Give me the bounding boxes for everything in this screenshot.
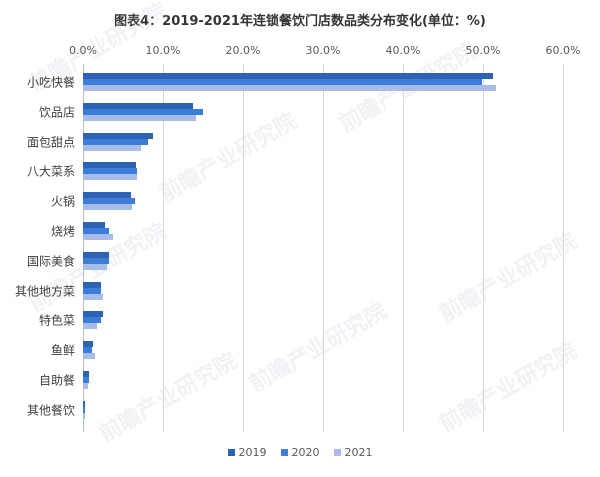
- bar-2021: [83, 174, 138, 181]
- category-label: 小吃快餐: [26, 75, 75, 90]
- gridline: [83, 64, 84, 432]
- bar-2019: [83, 73, 494, 79]
- legend-swatch: [333, 449, 341, 456]
- watermark: 前瞻产业研究院: [95, 348, 242, 448]
- x-tick-label: 10.0%: [145, 44, 181, 57]
- gridline: [163, 64, 164, 432]
- chart-legend: 2019 2020 2021: [0, 446, 600, 459]
- category-label: 自助餐: [38, 373, 75, 388]
- bar-2020: [83, 257, 110, 264]
- category-label: 烧烤: [50, 224, 75, 239]
- gridline: [483, 64, 484, 432]
- bar-2020: [83, 228, 109, 234]
- bar-2021: [83, 353, 95, 360]
- bar-2021: [83, 204, 132, 211]
- bar-2021: [83, 412, 86, 419]
- bar-2020: [83, 347, 92, 354]
- category-label: 其他地方菜: [14, 284, 75, 299]
- category-label: 饮品店: [38, 105, 75, 120]
- legend-label: 2020: [291, 446, 320, 459]
- bar-2019: [83, 102, 194, 109]
- bar-2020: [83, 168, 137, 175]
- bar-2020: [83, 79, 483, 85]
- bar-2021: [83, 263, 107, 270]
- category-label: 国际美食: [26, 254, 75, 269]
- legend-item-2019: 2019: [227, 446, 267, 459]
- bar-2020: [83, 287, 102, 294]
- legend-swatch: [227, 449, 235, 456]
- bar-2019: [83, 222, 105, 228]
- watermark: 前瞻产业研究院: [435, 228, 582, 328]
- watermark: 前瞻产业研究院: [245, 298, 392, 398]
- x-tick-label: 0.0%: [69, 44, 97, 57]
- gridline: [563, 64, 564, 432]
- chart-title: 图表4：2019-2021年连锁餐饮门店数品类分布变化(单位：%): [114, 14, 486, 29]
- bar-2019: [83, 192, 131, 199]
- bar-2019: [83, 341, 94, 348]
- legend-label: 2019: [238, 446, 267, 459]
- bar-2020: [83, 317, 102, 324]
- bar-2020: [83, 377, 90, 383]
- category-label: 特色菜: [38, 313, 75, 328]
- bar-2021: [83, 114, 196, 121]
- bar-2021: [83, 144, 141, 151]
- bar-2019: [83, 251, 110, 258]
- bar-2020: [83, 138, 148, 145]
- bar-2021: [83, 234, 114, 240]
- watermark: 前瞻产业研究院: [435, 338, 582, 438]
- category-label: 鱼鲜: [50, 343, 75, 358]
- bar-2021: [83, 383, 88, 389]
- bar-2021: [83, 85, 496, 91]
- legend-label: 2021: [344, 446, 373, 459]
- bar-2019: [83, 311, 103, 318]
- bar-2019: [83, 400, 86, 407]
- category-label: 面包甜点: [26, 135, 75, 150]
- bar-2019: [83, 281, 102, 288]
- bar-2021: [83, 323, 98, 330]
- x-tick-label: 50.0%: [465, 44, 501, 57]
- category-label: 火锅: [50, 194, 75, 209]
- category-label: 八大菜系: [26, 164, 75, 179]
- bar-2020: [83, 406, 85, 413]
- legend-item-2020: 2020: [280, 446, 320, 459]
- legend-item-2021: 2021: [333, 446, 373, 459]
- bar-2021: [83, 293, 103, 300]
- bar-2019: [83, 132, 154, 139]
- bar-2020: [83, 198, 135, 205]
- legend-swatch: [280, 449, 288, 456]
- x-tick-label: 30.0%: [305, 44, 341, 57]
- gridline: [243, 64, 244, 432]
- bar-2019: [83, 371, 90, 377]
- bar-2019: [83, 162, 136, 169]
- gridline: [323, 64, 324, 432]
- gridline: [403, 64, 404, 432]
- x-tick-label: 40.0%: [385, 44, 421, 57]
- x-tick-label: 20.0%: [225, 44, 261, 57]
- category-label: 其他餐饮: [26, 403, 75, 418]
- x-tick-label: 60.0%: [545, 44, 581, 57]
- bar-2020: [83, 108, 203, 115]
